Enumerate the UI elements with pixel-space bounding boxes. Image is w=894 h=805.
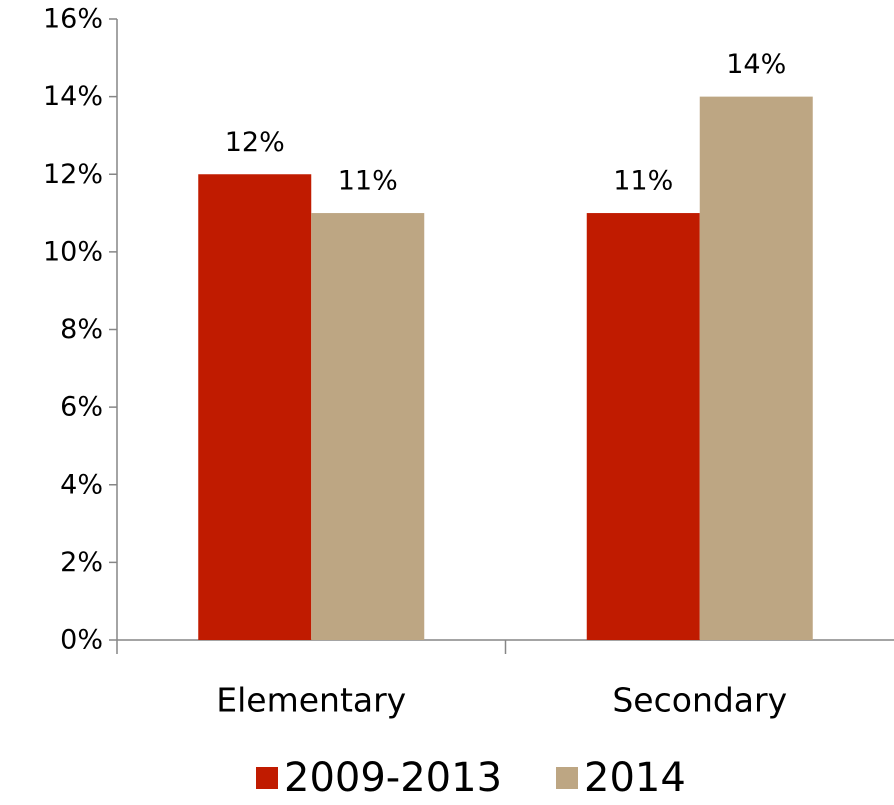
y-tick-label: 6% bbox=[60, 392, 103, 423]
bar-2009-2013-elementary bbox=[198, 174, 312, 640]
legend-label: 2009-2013 bbox=[284, 755, 502, 801]
bar-2014-secondary bbox=[699, 96, 813, 640]
y-tick-label: 0% bbox=[60, 625, 103, 656]
legend-swatch bbox=[256, 767, 278, 789]
y-tick-label: 2% bbox=[60, 547, 103, 578]
y-tick-label: 10% bbox=[43, 236, 103, 267]
legend-label: 2014 bbox=[584, 755, 686, 801]
category-label: Secondary bbox=[612, 681, 787, 720]
y-tick-label: 12% bbox=[43, 159, 103, 190]
legend: 2009-2013 2014 bbox=[256, 755, 686, 801]
x-axis: Elementary Secondary bbox=[116, 639, 894, 720]
bar-2009-2013-secondary bbox=[586, 213, 700, 640]
category-label: Elementary bbox=[216, 681, 406, 720]
legend-swatch bbox=[556, 767, 578, 789]
data-labels: 12% 11% 11% 14% bbox=[225, 49, 787, 196]
data-label: 14% bbox=[726, 49, 786, 80]
y-tick-label: 14% bbox=[43, 81, 103, 112]
bar-2014-elementary bbox=[311, 213, 425, 640]
y-tick-label: 16% bbox=[43, 4, 103, 35]
data-label: 11% bbox=[338, 166, 398, 197]
y-tick-label: 4% bbox=[60, 469, 103, 500]
data-label: 11% bbox=[613, 166, 673, 197]
bars bbox=[198, 96, 813, 640]
data-label: 12% bbox=[225, 127, 285, 158]
y-tick-label: 8% bbox=[60, 314, 103, 345]
y-axis: 0% 2% 4% 6% 8% 10% 12% 14% 16% bbox=[43, 4, 118, 656]
